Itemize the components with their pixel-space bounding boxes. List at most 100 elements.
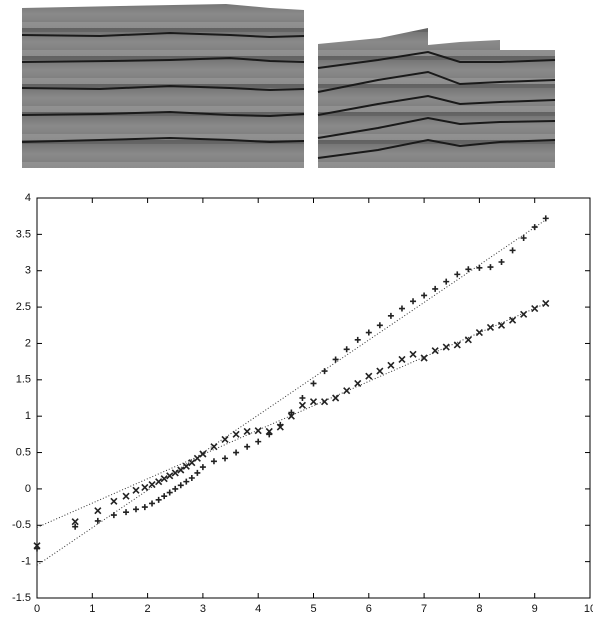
y-tick-label: 0.5 (16, 446, 31, 458)
point (171, 469, 179, 477)
x-tick-label: 6 (366, 603, 372, 615)
y-tick-label: -1 (21, 556, 31, 568)
point (287, 412, 295, 420)
point (194, 469, 201, 476)
point (72, 523, 79, 530)
y-tick-label: 0 (25, 483, 31, 495)
point (132, 506, 139, 513)
point (465, 266, 472, 273)
point (34, 545, 40, 552)
x-tick-label: 9 (532, 603, 538, 615)
plot-frame (36, 197, 591, 599)
point (132, 486, 140, 494)
point (166, 489, 173, 496)
point (343, 387, 351, 395)
point (476, 264, 483, 271)
point (182, 462, 190, 470)
point (123, 509, 130, 516)
point (498, 259, 505, 265)
point (141, 504, 148, 511)
plot: -1.5 -1 -0.5 0 0.5 1 1.5 2 2.5 3 3.5 4 0 1 2 3 4 5 6 7 8 9 10 (12, 192, 593, 615)
x-tick-label: 8 (476, 603, 482, 615)
point (222, 455, 229, 462)
point (243, 427, 251, 436)
point (199, 450, 207, 458)
point (497, 321, 506, 329)
x-tick-label: 1 (89, 603, 95, 615)
point (155, 496, 162, 503)
point (94, 517, 101, 524)
point (387, 312, 394, 319)
point (531, 224, 538, 231)
point (420, 354, 428, 362)
point (161, 493, 168, 500)
point (343, 346, 350, 353)
point (122, 492, 130, 500)
point (71, 518, 79, 526)
point (509, 316, 517, 324)
point (365, 372, 373, 380)
point (487, 264, 494, 271)
point (509, 247, 516, 254)
point (210, 458, 217, 465)
point (148, 480, 156, 489)
y-tick-label: -1.5 (12, 592, 31, 604)
point (309, 398, 318, 406)
point (376, 367, 384, 375)
point (244, 443, 251, 450)
point (464, 336, 472, 344)
point (432, 285, 439, 292)
point (453, 341, 461, 349)
point (110, 512, 117, 519)
point (354, 336, 361, 343)
point (398, 305, 405, 312)
point (332, 356, 339, 363)
point (288, 409, 295, 416)
point (421, 292, 428, 299)
point (454, 271, 461, 278)
point (141, 483, 149, 492)
point (310, 380, 317, 387)
point (332, 394, 340, 402)
point (183, 478, 190, 485)
point (398, 355, 406, 364)
x-tick-label: 4 (255, 603, 261, 615)
x-tick-label: 10 (584, 603, 593, 615)
point (255, 438, 262, 445)
point (320, 398, 329, 406)
x-tick-label: 2 (145, 603, 151, 615)
point (199, 464, 206, 471)
point (354, 379, 362, 388)
point (188, 475, 195, 481)
y-tick-label: 1 (25, 410, 31, 422)
point (177, 482, 184, 489)
y-tick-label: -0.5 (12, 519, 31, 531)
x-tick-label: 3 (200, 603, 206, 615)
point (94, 507, 102, 515)
y-tick-label: 2 (25, 337, 31, 349)
x-tick-label: 7 (421, 603, 427, 615)
y-tick-label: 3 (25, 265, 31, 277)
point (443, 278, 450, 285)
x-tick-label: 0 (34, 603, 40, 615)
point (110, 497, 118, 505)
point (299, 395, 306, 401)
fit-line (36, 219, 547, 566)
point (520, 235, 527, 241)
right-image (317, 28, 556, 168)
point (409, 350, 417, 358)
point (387, 361, 395, 369)
point (542, 215, 549, 222)
point (172, 485, 179, 492)
point (221, 435, 229, 444)
y-tick-label: 4 (25, 192, 31, 204)
point (277, 421, 284, 428)
point (376, 322, 383, 329)
left-image (21, 4, 305, 168)
point (365, 329, 372, 336)
x-tick-label: 5 (310, 603, 316, 615)
point (266, 431, 273, 438)
point (233, 449, 240, 456)
